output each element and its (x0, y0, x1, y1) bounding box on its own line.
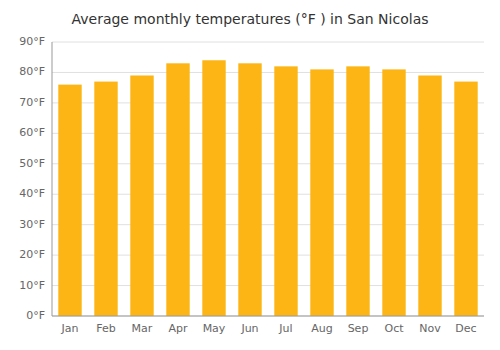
x-tick-label: Sep (348, 322, 369, 335)
chart: 0°F 10°F 20°F 30°F 40°F 50°F 60°F 70°F 80°F 90°F J… (0, 0, 500, 350)
y-tick-label: 80°F (19, 65, 45, 78)
x-tick-label: Jan (61, 322, 79, 335)
x-tick-label: Nov (419, 322, 441, 335)
bar (58, 85, 81, 316)
bars (58, 60, 477, 316)
x-tick-label: Mar (132, 322, 153, 335)
x-tick-label: Aug (311, 322, 332, 335)
x-tick-label: Apr (168, 322, 188, 335)
x-ticks: Jan Feb Mar Apr May Jun Jul Aug Sep Oct Nov Dec (61, 322, 477, 335)
y-tick-label: 20°F (19, 248, 45, 261)
y-tick-label: 50°F (19, 157, 45, 170)
bar (130, 75, 153, 316)
x-tick-label: Jun (240, 322, 258, 335)
bar (346, 66, 369, 316)
bar (310, 69, 333, 316)
y-ticks: 0°F 10°F 20°F 30°F 40°F 50°F 60°F 70°F 80°F 90°F (19, 35, 45, 322)
x-tick-label: Dec (455, 322, 476, 335)
bar (94, 82, 117, 316)
y-tick-label: 30°F (19, 218, 45, 231)
bar (238, 63, 261, 316)
y-tick-label: 70°F (19, 96, 45, 109)
title: Average monthly temperatures (°F ) in Sa… (71, 11, 428, 27)
y-tick-label: 0°F (26, 309, 45, 322)
y-axis-line (52, 42, 53, 316)
x-tick-label: Feb (96, 322, 115, 335)
x-tick-label: May (203, 322, 226, 335)
y-grid (52, 42, 484, 316)
x-tick-label: Jul (278, 322, 292, 335)
y-tick-label: 60°F (19, 126, 45, 139)
bar (418, 75, 441, 316)
x-axis-line (52, 316, 484, 317)
y-tick-label: 40°F (19, 187, 45, 200)
bar (382, 69, 405, 316)
grid-line (52, 42, 484, 43)
grid-line (52, 316, 484, 317)
y-tick-label: 90°F (19, 35, 45, 48)
bar (202, 60, 225, 316)
bar (166, 63, 189, 316)
bar (454, 82, 477, 316)
bar (274, 66, 297, 316)
x-tick-label: Oct (384, 322, 404, 335)
y-tick-label: 10°F (19, 279, 45, 292)
grid-line (52, 72, 484, 73)
